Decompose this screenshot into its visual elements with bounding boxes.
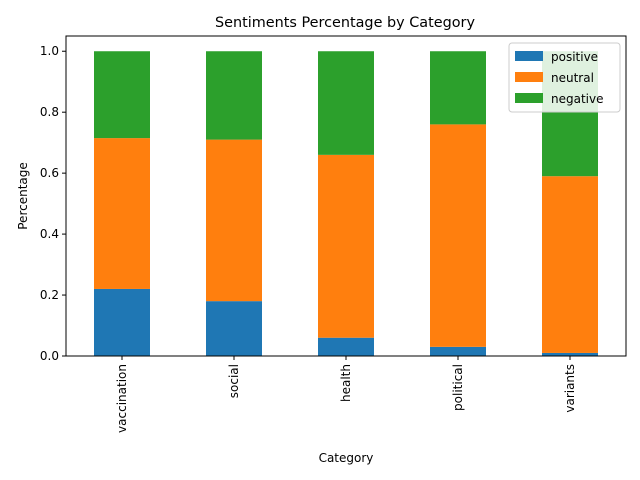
- x-tick-label-health: health: [339, 364, 353, 402]
- bar-neutral-political: [430, 124, 486, 347]
- bar-positive-variants: [542, 352, 598, 356]
- legend-swatch-negative: [515, 93, 543, 103]
- x-tick-label-vaccination: vaccination: [115, 364, 129, 433]
- legend: positive neutral negative: [508, 42, 621, 113]
- bar-neutral-vaccination: [94, 138, 150, 289]
- x-axis: vaccination social health political variants: [115, 356, 577, 433]
- bar-negative-health: [318, 51, 374, 155]
- legend-label-positive: positive: [551, 50, 598, 64]
- y-tick-label: 1.0: [40, 44, 59, 58]
- y-tick-label: 0.8: [40, 105, 59, 119]
- bar-neutral-health: [318, 154, 374, 338]
- bar-positive-political: [430, 346, 486, 356]
- y-axis-label: Percentage: [16, 162, 30, 230]
- bar-positive-health: [318, 337, 374, 356]
- y-tick-label: 0.6: [40, 166, 59, 180]
- bars-group: [94, 51, 598, 356]
- bar-positive-vaccination: [94, 288, 150, 356]
- bar-negative-political: [430, 51, 486, 125]
- bar-negative-social: [206, 51, 262, 140]
- bar-neutral-social: [206, 139, 262, 302]
- chart-title: Sentiments Percentage by Category: [215, 15, 475, 31]
- legend-swatch-positive: [515, 51, 543, 61]
- legend-label-negative: negative: [551, 92, 603, 106]
- legend-swatch-neutral: [515, 72, 543, 82]
- y-tick-label: 0.0: [40, 349, 59, 363]
- y-tick-label: 0.4: [40, 227, 59, 241]
- x-tick-label-social: social: [227, 364, 241, 398]
- y-tick-label: 0.2: [40, 288, 59, 302]
- x-tick-label-political: political: [451, 364, 465, 411]
- y-axis: 0.0 0.2 0.4 0.6 0.8 1.0: [40, 44, 66, 363]
- bar-negative-vaccination: [94, 51, 150, 139]
- x-axis-label: Category: [319, 451, 374, 465]
- bar-neutral-variants: [542, 176, 598, 353]
- x-tick-label-variants: variants: [563, 364, 577, 413]
- bar-positive-social: [206, 301, 262, 356]
- legend-label-neutral: neutral: [551, 71, 594, 85]
